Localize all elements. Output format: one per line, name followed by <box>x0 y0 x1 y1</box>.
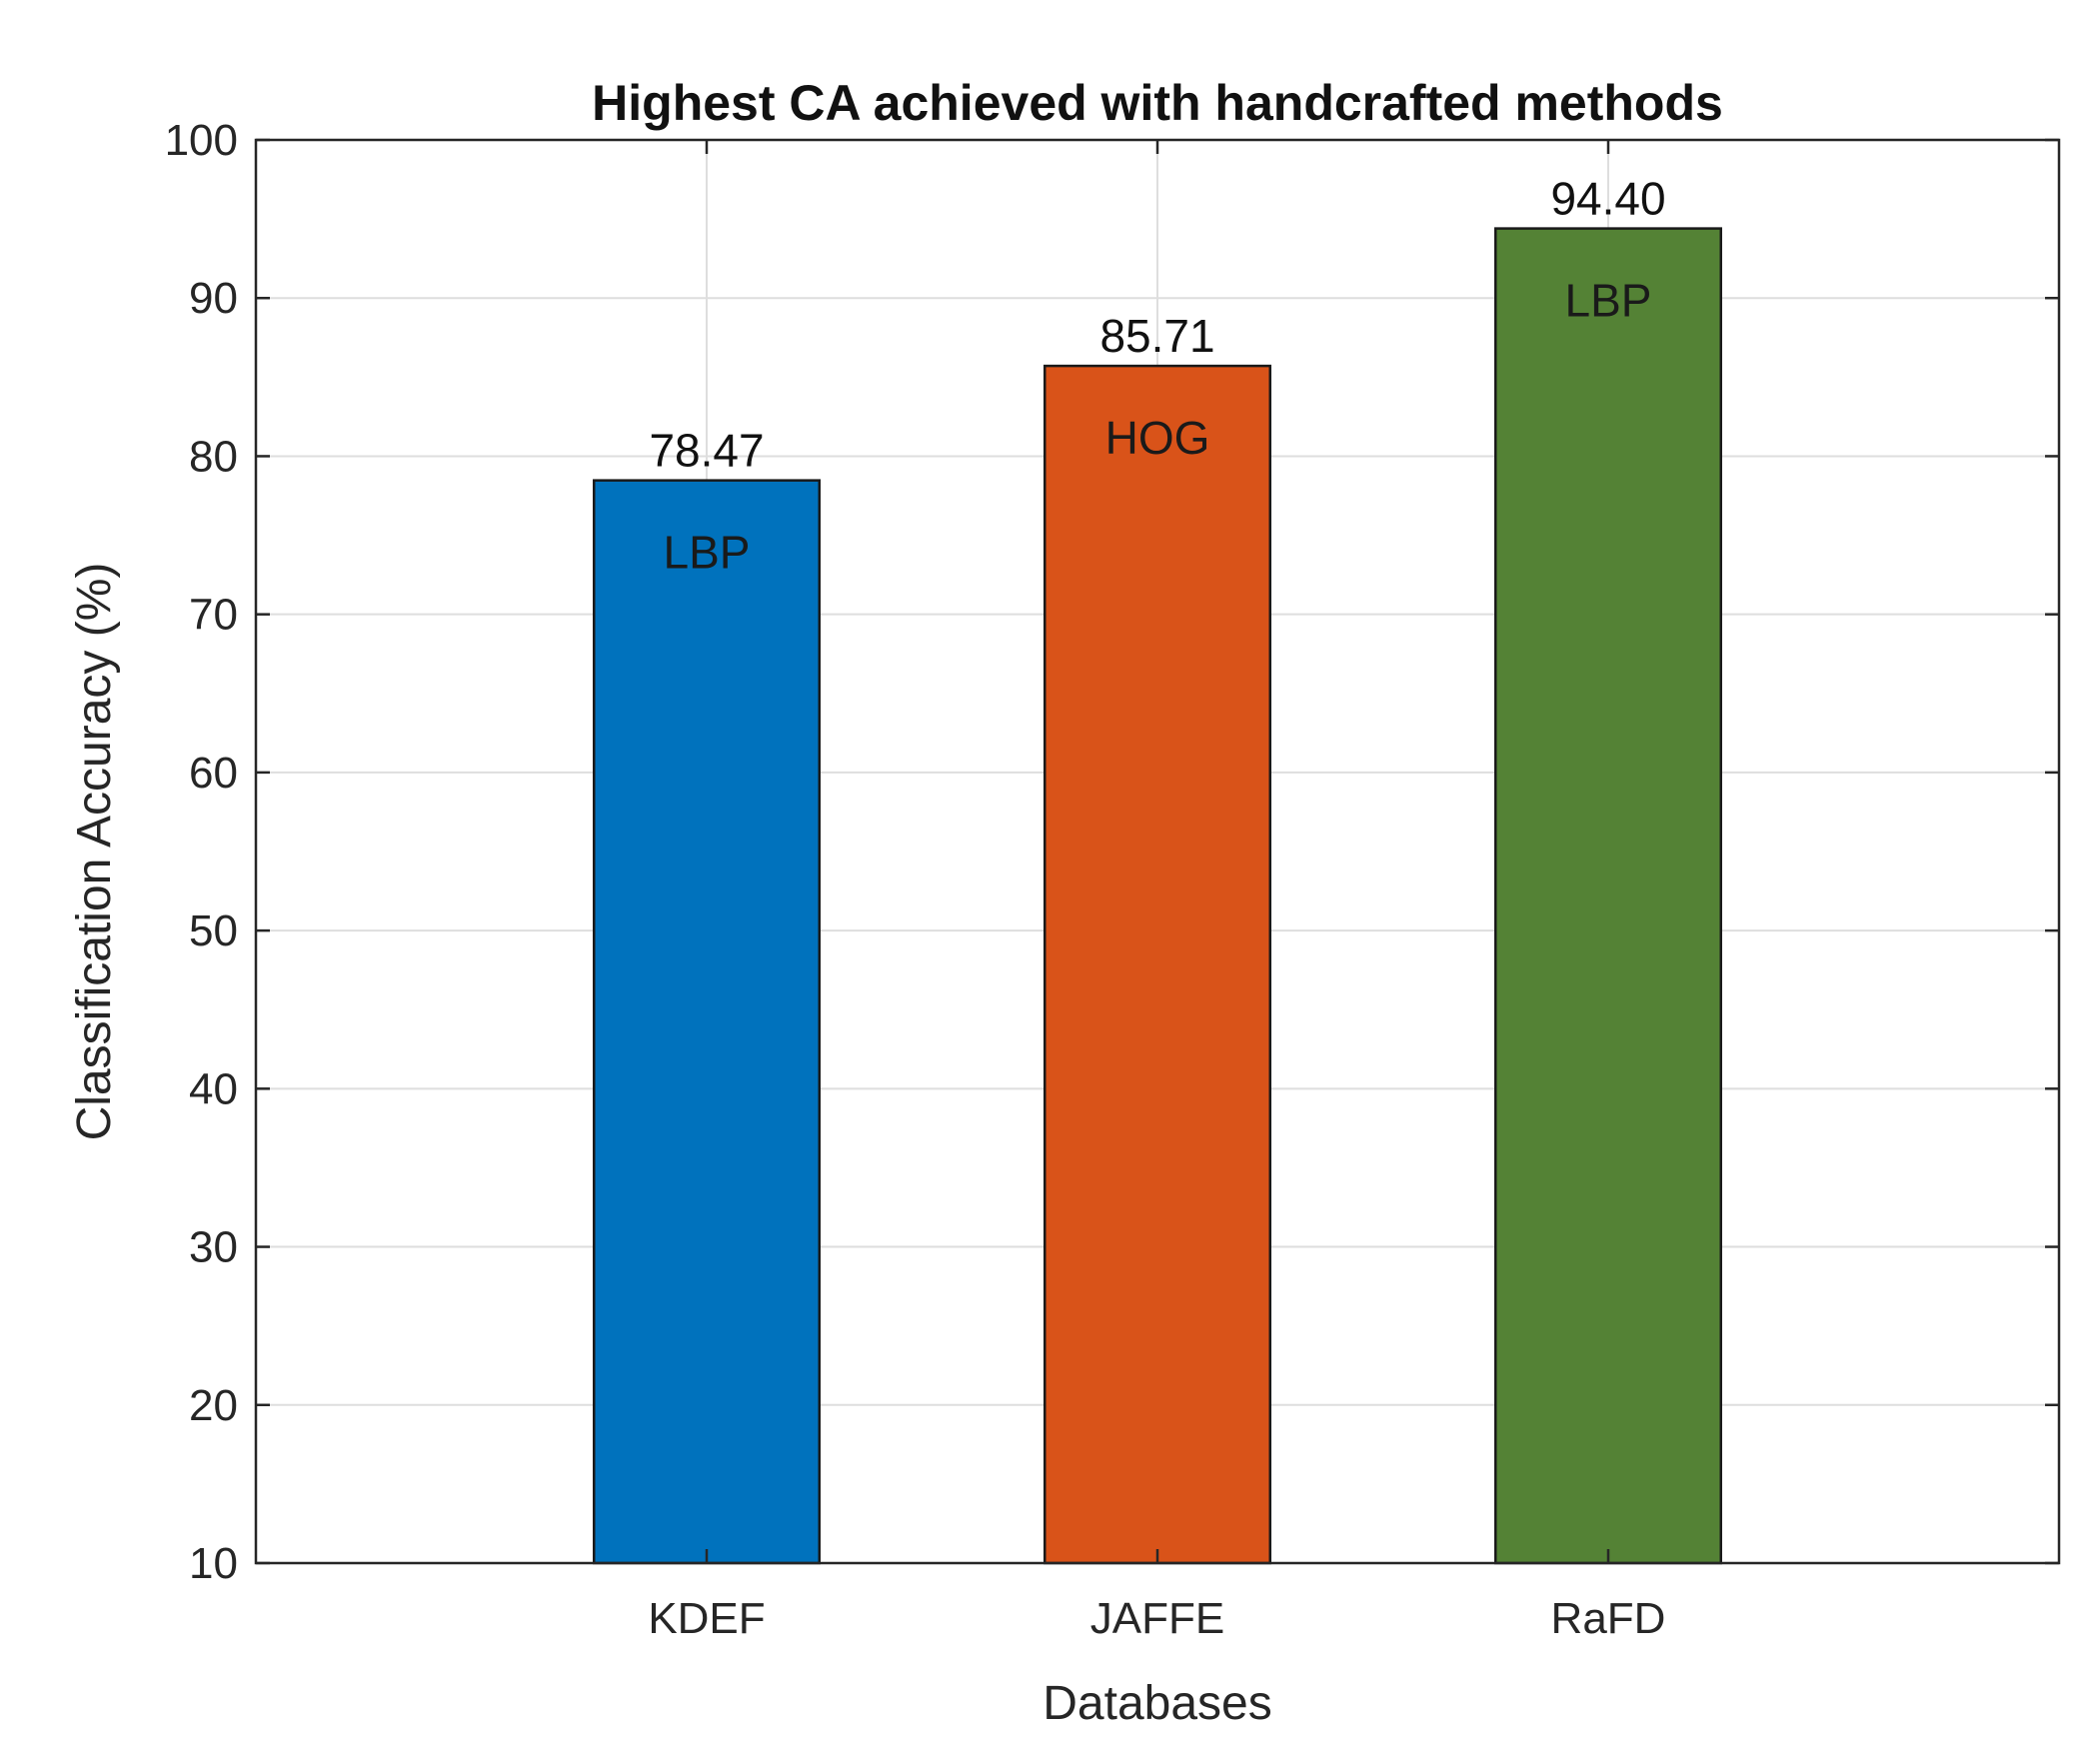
bar-method-label: LBP <box>1565 275 1652 327</box>
bar-value-label: 78.47 <box>649 425 764 477</box>
x-tick-label: JAFFE <box>1090 1594 1224 1643</box>
bar-kdef <box>593 479 821 1565</box>
bar-value-label: 94.40 <box>1550 173 1665 225</box>
y-tick-label: 50 <box>189 906 238 955</box>
y-tick-label: 70 <box>189 591 238 640</box>
y-tick-label: 10 <box>189 1539 238 1588</box>
axis-ticks: 10 20 30 40 50 60 70 80 90 100 KDEF JAFFE RaFD <box>165 116 2059 1643</box>
chart-title: Highest CA achieved with handcrafted met… <box>592 75 1723 131</box>
bar-rafd <box>1494 227 1722 1565</box>
x-axis-label: Databases <box>1043 1677 1271 1730</box>
y-tick-label: 40 <box>189 1064 238 1113</box>
bar-method-label: HOG <box>1105 412 1210 464</box>
data-labels: 78.47 LBP 85.71 HOG 94.40 LBP <box>649 173 1665 579</box>
x-tick-label: RaFD <box>1551 1594 1666 1643</box>
y-tick-label: 90 <box>189 274 238 323</box>
y-tick-label: 80 <box>189 432 238 481</box>
x-tick-label: KDEF <box>648 1594 765 1643</box>
y-tick-label: 30 <box>189 1223 238 1272</box>
bar-method-label: LBP <box>664 527 751 579</box>
bars <box>593 227 1722 1565</box>
y-axis-label: Classification Accuracy (%) <box>68 563 121 1141</box>
bar-jaffe <box>1044 364 1271 1565</box>
y-tick-label: 20 <box>189 1381 238 1430</box>
y-tick-label: 100 <box>165 116 238 165</box>
bar-value-label: 85.71 <box>1099 310 1214 362</box>
y-tick-label: 60 <box>189 749 238 798</box>
